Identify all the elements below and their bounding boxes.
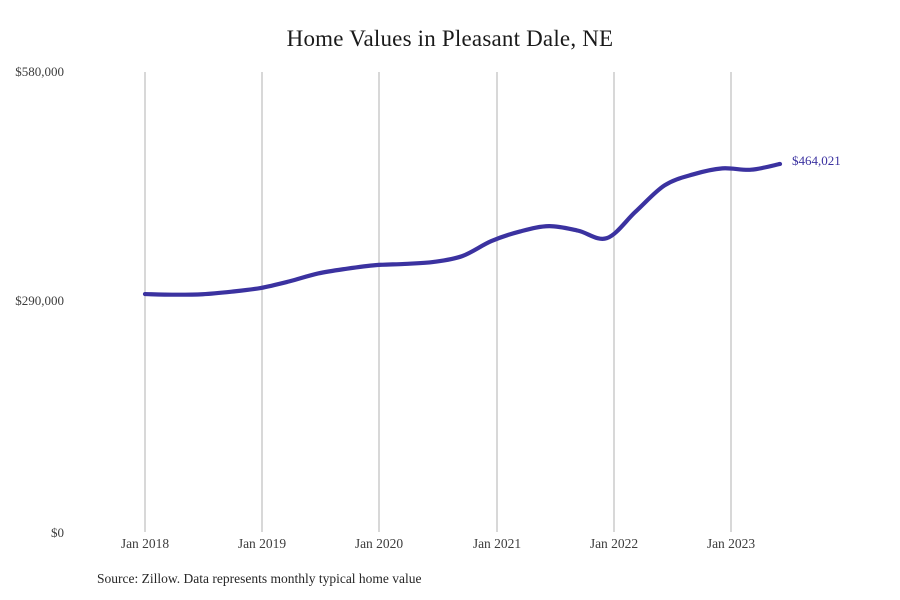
x-axis-tick-label-2022: Jan 2022 [589, 536, 639, 551]
source-note: Source: Zillow. Data represents monthly … [97, 571, 422, 586]
x-axis-tick-label-2018: Jan 2018 [120, 536, 170, 551]
x-axis-tick-label-2020: Jan 2020 [354, 536, 404, 551]
chart-title: Home Values in Pleasant Dale, NE [286, 26, 614, 51]
x-axis-tick-label-2023: Jan 2023 [706, 536, 756, 551]
x-axis-tick-label-2021: Jan 2021 [472, 536, 522, 551]
x-axis-tick-label-2019: Jan 2019 [237, 536, 287, 551]
y-axis-tick-label-mid: $290,000 [15, 293, 64, 308]
vertical-gridlines [144, 72, 732, 532]
y-axis-tick-label-top: $580,000 [15, 64, 64, 79]
series-end-value-label: $464,021 [792, 152, 841, 168]
y-axis-tick-label-bottom: $0 [51, 525, 64, 540]
line-series-home-value [142, 161, 783, 297]
